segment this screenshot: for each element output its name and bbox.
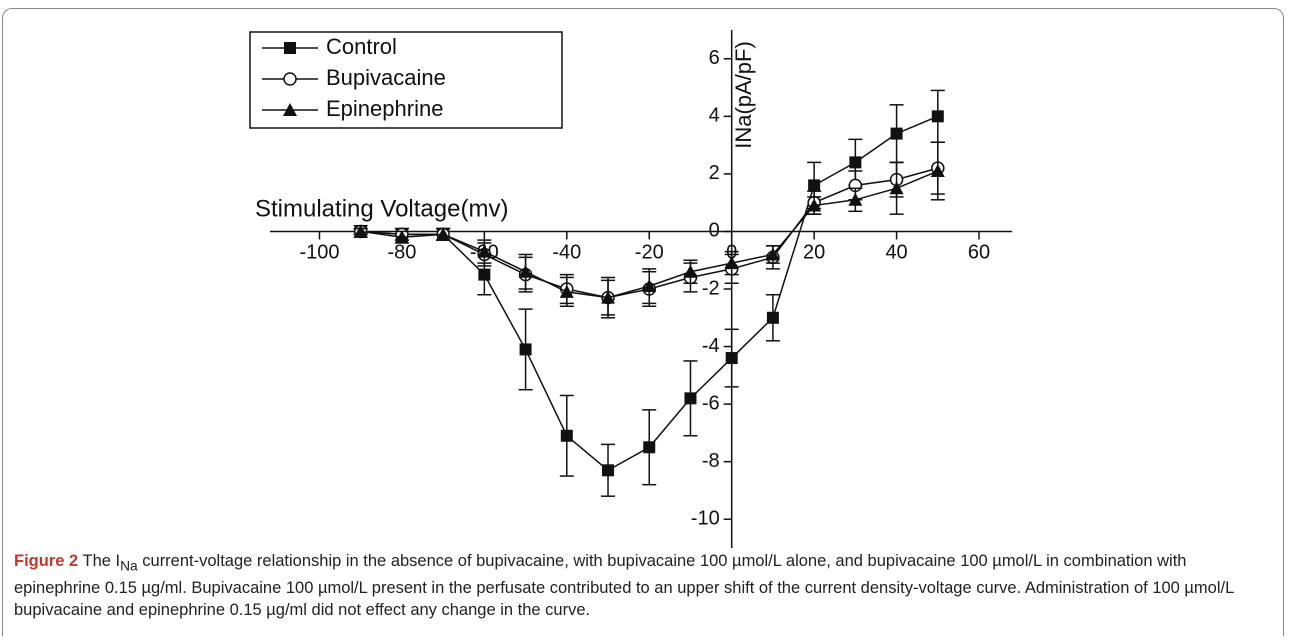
point [478, 268, 491, 281]
point [848, 192, 863, 206]
y-tick-label: -4 [702, 335, 720, 357]
point [477, 244, 492, 258]
y-tick-label: -2 [702, 277, 720, 299]
point [353, 224, 368, 238]
x-tick-label: 20 [803, 242, 825, 264]
point [642, 279, 657, 293]
x-axis-label: Stimulating Voltage(mv) [255, 195, 508, 222]
point [889, 181, 904, 195]
point [684, 392, 697, 405]
legend-marker [283, 72, 297, 86]
x-tick-label: 60 [968, 242, 990, 264]
point [560, 429, 573, 442]
caption-subscript: Na [120, 558, 138, 574]
x-tick-label: -80 [387, 242, 416, 264]
y-tick-label: -8 [702, 450, 720, 472]
caption-label: Figure 2 [14, 552, 79, 570]
figure-frame [2, 8, 1284, 636]
point [436, 227, 451, 241]
x-tick-label: -40 [552, 242, 581, 264]
point [765, 247, 780, 261]
point [766, 311, 779, 324]
legend-marker [283, 103, 297, 116]
x-tick-label: -20 [635, 242, 664, 264]
y-tick-label: 6 [709, 47, 720, 69]
point [602, 464, 615, 477]
point [724, 256, 739, 270]
point [559, 284, 574, 298]
legend-marker [284, 42, 296, 54]
point [643, 441, 656, 454]
point [518, 264, 533, 278]
y-tick-label: -6 [702, 392, 720, 414]
point [808, 179, 821, 192]
y-tick-label: -10 [691, 508, 720, 530]
chart: Stimulating Voltage(mv) INa(pA/pF) -100-… [249, 30, 1012, 548]
legend-label: Epinephrine [326, 96, 443, 121]
point [849, 156, 862, 169]
caption-text: current-voltage relationship in the abse… [14, 552, 1234, 620]
x-tick-label: 40 [885, 242, 907, 264]
point [683, 264, 698, 278]
point [931, 110, 944, 123]
legend-label: Control [326, 34, 397, 59]
point [601, 290, 616, 304]
caption: Figure 2 The INa current-voltage relatio… [14, 550, 1276, 621]
point [394, 230, 409, 244]
x-tick-label: -100 [299, 242, 339, 264]
point [807, 198, 822, 212]
point [519, 343, 532, 356]
legend-label: Bupivacaine [326, 65, 446, 90]
y-tick-label: 0 [709, 220, 720, 242]
point [930, 164, 945, 178]
point [725, 352, 738, 365]
y-tick-label: 4 [709, 105, 720, 127]
y-axis-label: INa(pA/pF) [731, 41, 756, 149]
point [890, 127, 903, 140]
y-tick-label: 2 [709, 162, 720, 184]
caption-text: The I [82, 552, 121, 570]
